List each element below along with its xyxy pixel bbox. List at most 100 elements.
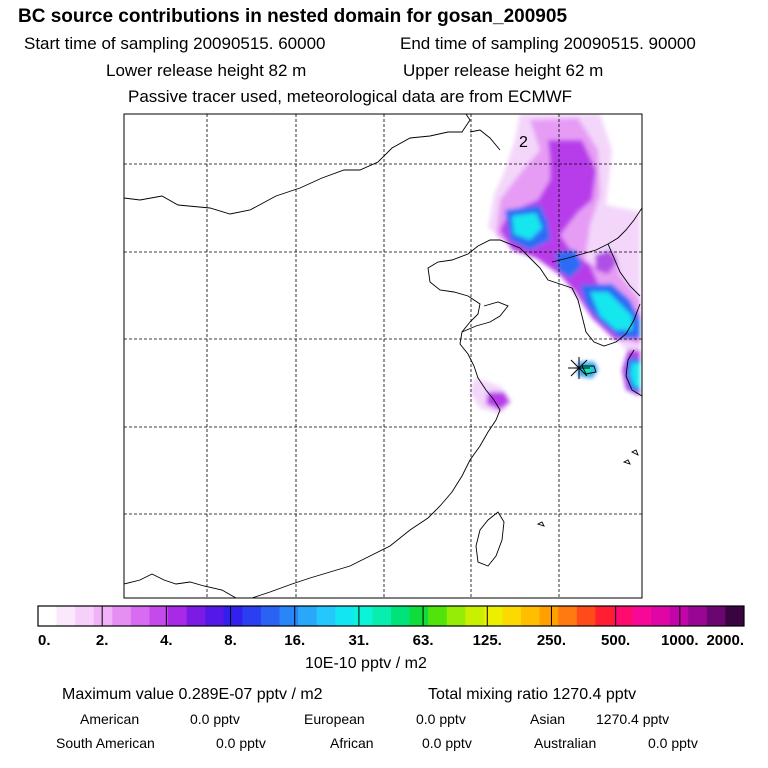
colorbar-cell (558, 606, 578, 626)
figure-title: BC source contributions in nested domain… (18, 6, 568, 27)
max-value-label: Maximum value 0.289E-07 pptv / m2 (62, 686, 323, 703)
map-frame (123, 113, 643, 599)
colorbar-tick-label: 2000. (706, 632, 744, 649)
lower-release-label: Lower release height 82 m (106, 61, 307, 80)
colorbar-cell (521, 606, 541, 626)
colorbar-tick-label: 500. (601, 632, 630, 649)
colorbar-tick-label: 2. (96, 632, 109, 649)
colorbar-cell (706, 606, 726, 626)
colorbar-cell (483, 606, 503, 626)
plume-blue-3 (556, 250, 582, 278)
tracer-note: Passive tracer used, meteorological data… (128, 87, 573, 106)
region-value-african: 0.0 pptv (422, 735, 472, 751)
border-mongolia (124, 114, 471, 215)
region-value-asian: 1270.4 pptv (596, 711, 670, 727)
colorbar-cell (688, 606, 708, 626)
region-name-australian: Australian (534, 735, 597, 751)
coast-kyushu (625, 349, 642, 397)
colorbar-tick-label: 250. (537, 632, 566, 649)
colorbar-units: 10E-10 pptv / m2 (305, 655, 427, 672)
colorbar-cell (38, 606, 57, 626)
region-name-american: American (80, 711, 140, 727)
colorbar-tick-label: 16. (284, 632, 305, 649)
grid (124, 114, 642, 598)
colorbar-cell (428, 606, 448, 626)
region-name-south-american: South American (56, 735, 155, 751)
plume-purple-3 (486, 392, 510, 410)
colorbar-cell (168, 606, 188, 626)
colorbar-tick-label: 0. (38, 632, 51, 649)
colorbar-cell (75, 606, 95, 626)
region-name-asian: Asian (530, 711, 566, 727)
concentration-plume (470, 114, 640, 414)
coast-shandong (461, 301, 509, 333)
colorbar-tick-label: 8. (224, 632, 237, 649)
colorbar-cell (409, 606, 429, 626)
colorbar-tick-label: 31. (348, 632, 369, 649)
colorbar-cell (595, 606, 615, 626)
contour-label: 2 (519, 134, 528, 151)
upper-release-label: Upper release height 62 m (403, 61, 604, 80)
colorbar-cell (316, 606, 336, 626)
colorbar-cell (372, 606, 392, 626)
colorbar-cell (186, 606, 206, 626)
island-1 (536, 521, 545, 527)
region-value-european: 0.0 pptv (416, 711, 466, 727)
plume-cyan-2 (590, 292, 632, 330)
colorbar-cell (242, 606, 262, 626)
colorbar-cell (93, 606, 113, 626)
colorbar-cell (632, 606, 652, 626)
colorbar-cell (205, 606, 225, 626)
colorbar-tick-label: 63. (413, 632, 434, 649)
colorbar-cell (279, 606, 299, 626)
colorbar-cell (725, 606, 745, 626)
colorbar-cells (38, 606, 745, 626)
colorbar-cell (149, 606, 169, 626)
colorbar-cell (651, 606, 671, 626)
region-name-european: European (304, 711, 365, 727)
colorbar-cell (613, 606, 633, 626)
colorbar-cell (223, 606, 243, 626)
colorbar-cell (391, 606, 410, 626)
coast-bohai (251, 239, 521, 598)
island-3 (630, 449, 639, 456)
colorbar-cell (130, 606, 150, 626)
plume-cyan-3 (630, 362, 640, 388)
region-value-australian: 0.0 pptv (648, 735, 698, 751)
colorbar-cell (112, 606, 132, 626)
colorbar-tick-label: 4. (160, 632, 173, 649)
start-time-label: Start time of sampling 20090515. 60000 (24, 34, 326, 53)
colorbar-cell (669, 606, 689, 626)
border-northeast (469, 129, 501, 151)
region-name-african: African (330, 735, 374, 751)
colorbar-cell (353, 606, 373, 626)
star-icon (568, 357, 590, 379)
colorbar-cell (56, 606, 76, 626)
colorbar-labels: 0. 2. 4. 8. 16. 31. 63. 125. 250. 500. 1000. 2000. (38, 632, 744, 649)
colorbar-cell (298, 606, 318, 626)
plume-purple-2 (595, 250, 617, 274)
coast-liaodong (519, 247, 573, 289)
coastlines (124, 114, 642, 598)
total-mixing-label: Total mixing ratio 1270.4 pptv (428, 686, 637, 703)
colorbar-cell (502, 606, 522, 626)
colorbar-tick-label: 1000. (661, 632, 699, 649)
coast-jeju (581, 365, 597, 375)
region-value-south-american: 0.0 pptv (216, 735, 266, 751)
coast-korea (571, 287, 641, 347)
colorbar-cell (465, 606, 485, 626)
end-time-label: End time of sampling 20090515. 90000 (400, 34, 696, 53)
region-value-american: 0.0 pptv (190, 711, 240, 727)
plume-cyan (512, 213, 542, 240)
colorbar-cell (335, 606, 355, 626)
coast-south (124, 573, 237, 598)
coast-taiwan (475, 511, 505, 567)
island-2 (622, 459, 631, 465)
colorbar-tick-label: 125. (473, 632, 502, 649)
colorbar-cell (446, 606, 466, 626)
colorbar-cell (539, 606, 559, 626)
colorbar-frame (37, 605, 745, 627)
colorbar-cell (260, 606, 280, 626)
